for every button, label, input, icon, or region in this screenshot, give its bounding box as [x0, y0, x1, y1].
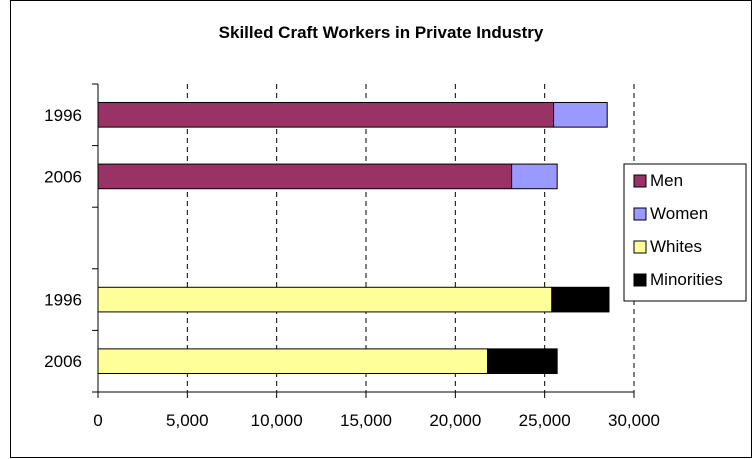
bar-whites-1996 [97, 286, 553, 313]
legend-label-women: Women [650, 204, 708, 223]
legend-label-men: Men [650, 171, 683, 190]
y-tick-label: 1996 [44, 291, 82, 310]
legend-swatch-whites [633, 240, 647, 254]
x-tick-labels: 0 5,000 10,000 15,000 20,000 25,000 30,000 [93, 411, 660, 430]
bar-men-2006 [97, 163, 513, 190]
legend-swatch-minorities [633, 273, 647, 287]
y-tick-label: 2006 [44, 167, 82, 186]
x-tick-label: 10,000 [251, 411, 303, 430]
x-tick-label: 20,000 [429, 411, 481, 430]
legend: Men Women Whites Minorities [623, 163, 747, 302]
bar-women-1996 [553, 101, 608, 128]
legend-label-minorities: Minorities [650, 270, 723, 289]
bars [97, 101, 610, 375]
legend-swatch-men [633, 174, 647, 188]
legend-label-whites: Whites [650, 237, 702, 256]
legend-swatch-women [633, 207, 647, 221]
x-tick-label: 25,000 [519, 411, 571, 430]
axes [92, 83, 635, 398]
chart-title: Skilled Craft Workers in Private Industr… [219, 23, 544, 42]
x-tick-label: 0 [93, 411, 102, 430]
bar-minorities-1996 [551, 286, 610, 313]
bar-men-1996 [97, 101, 555, 128]
y-tick-label: 1996 [44, 106, 82, 125]
grid-lines [186, 84, 635, 392]
x-tick-label: 5,000 [166, 411, 209, 430]
x-tick-label: 30,000 [608, 411, 660, 430]
y-tick-label: 2006 [44, 352, 82, 371]
bar-whites-2006 [97, 348, 488, 375]
y-tick-labels: 1996 2006 1996 2006 [44, 106, 82, 371]
bar-women-2006 [511, 163, 558, 190]
x-tick-label: 15,000 [340, 411, 392, 430]
bar-minorities-2006 [486, 348, 558, 375]
